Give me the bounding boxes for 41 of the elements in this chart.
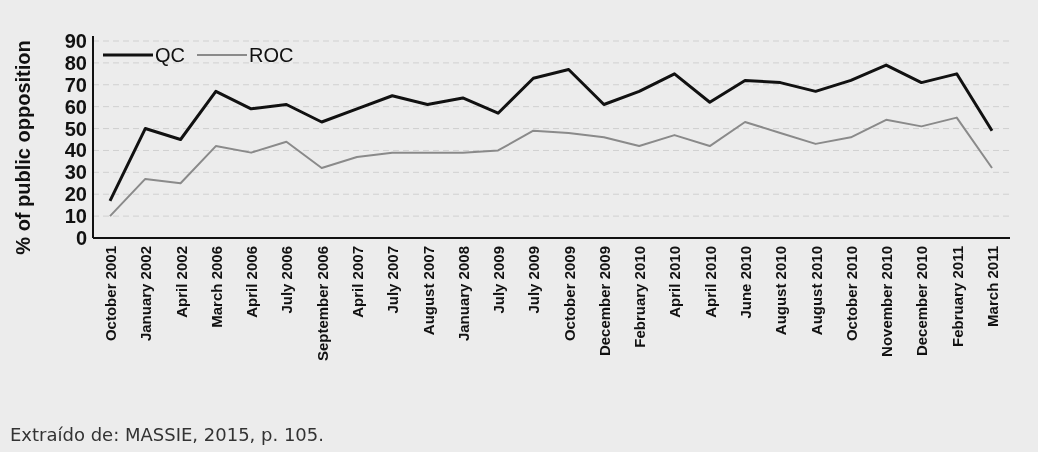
x-tick-label: August 2007	[419, 246, 437, 336]
x-tick-label: August 2010	[772, 246, 790, 336]
y-tick-label: 40	[64, 139, 87, 162]
x-tick-label: October 2009	[560, 246, 578, 342]
x-tick-label: April 2010	[666, 246, 684, 318]
text: Extraído de: MASSIE, 2015, p. 105.	[10, 424, 324, 445]
y-tick-label: 20	[64, 183, 87, 206]
x-tick-label: January 2002	[137, 246, 155, 342]
x-tick-label: January 2008	[454, 246, 472, 342]
x-tick-label: June 2010	[737, 246, 755, 319]
x-tick-label: July 2006	[278, 246, 296, 314]
x-tick-label: July 2009	[525, 246, 543, 314]
legend-label: ROC	[249, 44, 294, 66]
y-tick-label: 80	[64, 51, 87, 74]
line-series	[109, 116, 993, 218]
x-tick-label: April 2006	[243, 246, 261, 318]
x-tick-label: July 2009	[490, 246, 508, 314]
x-tick-label: April 2002	[172, 246, 190, 318]
x-tick-label: February 2010	[631, 246, 649, 348]
y-tick-label: 50	[64, 117, 87, 140]
y-tick-label: 30	[64, 161, 87, 184]
x-tick-label: October 2010	[842, 246, 860, 342]
y-tick-label: 70	[64, 73, 87, 96]
y-tick-label: 60	[64, 95, 87, 118]
x-tick-label: December 2009	[595, 246, 613, 357]
y-tick-label: 0	[75, 227, 87, 249]
x-tick-label: October 2001	[102, 246, 119, 342]
x-tick-label: July 2007	[384, 246, 402, 314]
x-tick-label: March 2006	[207, 246, 225, 328]
x-tick-label: March 2011	[984, 246, 1001, 327]
x-tick-label: September 2006	[313, 246, 331, 362]
x-tick-label: April 2007	[348, 246, 366, 318]
x-tick-label: April 2010	[701, 246, 719, 318]
x-tick-label: August 2010	[807, 246, 825, 336]
x-tick-label: November 2010	[878, 246, 896, 357]
y-tick-label: 90	[64, 30, 87, 52]
y-axis-title: % of public opposition	[12, 40, 34, 255]
x-tick-label: December 2010	[913, 246, 931, 357]
x-tick-label: February 2011	[948, 246, 966, 347]
y-tick-label: 10	[64, 205, 87, 228]
legend-label: QC	[155, 44, 185, 66]
